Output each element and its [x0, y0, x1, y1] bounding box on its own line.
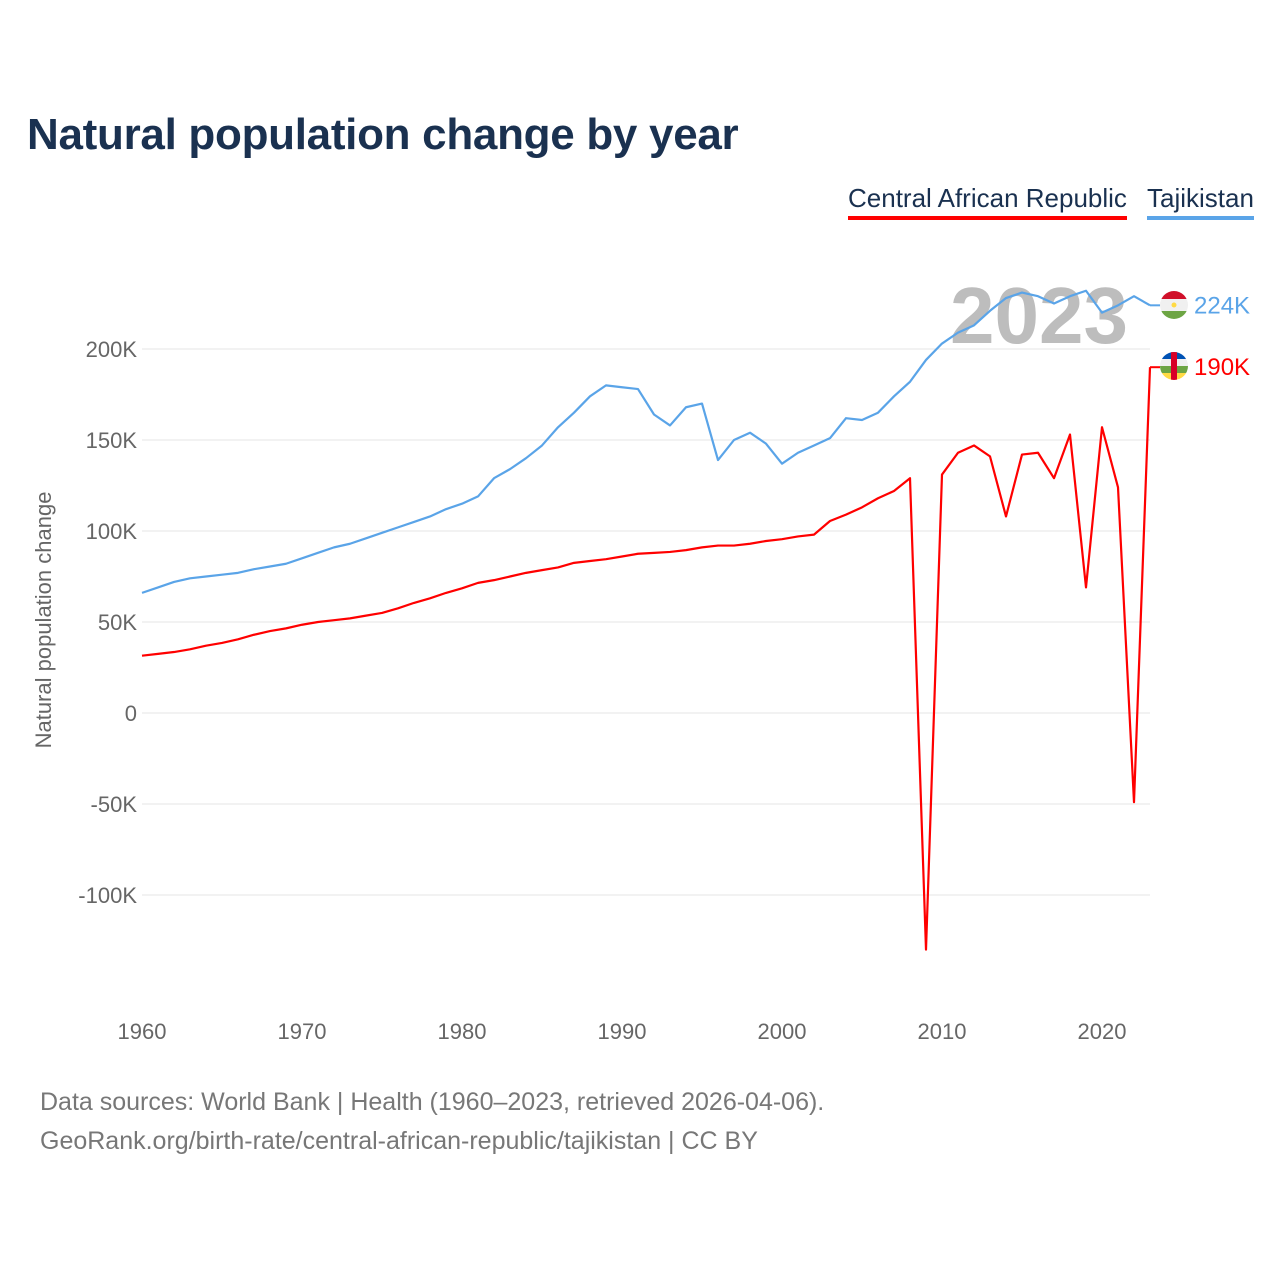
y-tick-label: 200K [86, 337, 138, 362]
y-axis-label: Natural population change [31, 492, 56, 749]
y-tick-label: 100K [86, 519, 138, 544]
flag-crown [1171, 302, 1177, 308]
x-tick-label: 1960 [118, 1019, 167, 1044]
y-tick-label: 50K [98, 610, 137, 635]
series-line-central-african-republic [141, 367, 1152, 951]
central-african-republic-flag-icon [1160, 352, 1188, 380]
attribution-link[interactable]: GeoRank.org/birth-rate/central-african-r… [40, 1127, 758, 1155]
end-label-central-african-republic: 190K [1194, 354, 1250, 381]
y-tick-label: -50K [91, 792, 138, 817]
legend-central-african-republic[interactable]: Central African Republic [848, 183, 1127, 220]
flag-stripe [1171, 352, 1177, 380]
flag-stripe [1160, 311, 1188, 319]
y-tick-label: -100K [78, 883, 137, 908]
x-tick-label: 2000 [758, 1019, 807, 1044]
y-tick-label: 150K [86, 428, 138, 453]
end-label-tajikistan: 224K [1194, 292, 1250, 319]
source-note: Data sources: World Bank | Health (1960–… [40, 1088, 825, 1116]
year-watermark: 2023 [950, 271, 1128, 360]
x-tick-label: 2010 [918, 1019, 967, 1044]
y-tick-label: 0 [125, 701, 137, 726]
x-tick-label: 1970 [278, 1019, 327, 1044]
flag-stripe [1160, 291, 1188, 299]
legend-tajikistan[interactable]: Tajikistan [1147, 183, 1254, 220]
x-tick-label: 1990 [598, 1019, 647, 1044]
series-line-tajikistan [141, 289, 1151, 594]
x-tick-label: 2020 [1078, 1019, 1127, 1044]
chart-title: Natural population change by year [27, 110, 739, 159]
tajikistan-flag-icon [1160, 291, 1188, 319]
x-tick-label: 1980 [438, 1019, 487, 1044]
